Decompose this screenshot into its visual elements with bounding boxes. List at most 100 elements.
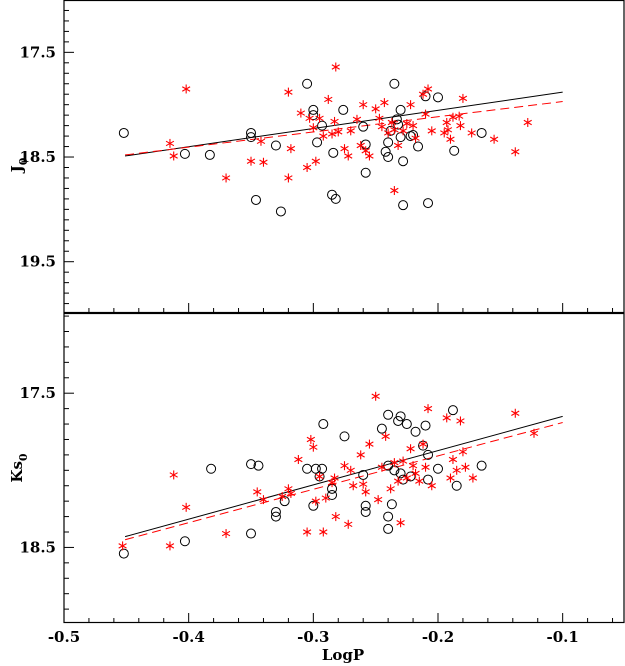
data-point-circle <box>246 459 256 470</box>
data-point-asterisk <box>402 473 412 483</box>
data-point-asterisk <box>118 541 127 551</box>
data-point-asterisk <box>398 126 408 136</box>
data-point-circle <box>308 500 319 511</box>
data-point-asterisk <box>421 462 430 472</box>
data-point-circle <box>393 415 404 426</box>
x-tick-label: -0.5 <box>48 628 80 646</box>
y-tick-label: 17.5 <box>19 43 56 61</box>
data-point-circle <box>206 463 217 474</box>
data-point-circle <box>308 110 319 121</box>
data-point-asterisk <box>181 84 191 94</box>
data-point-asterisk <box>356 450 365 460</box>
data-point-asterisk <box>427 481 436 491</box>
data-point-circle <box>339 431 350 442</box>
data-point-asterisk <box>305 113 314 123</box>
data-point-circle <box>433 92 443 103</box>
data-point-circle <box>383 409 394 420</box>
data-point-asterisk <box>346 126 355 136</box>
data-point-asterisk <box>324 94 333 104</box>
data-point-circle <box>204 149 215 160</box>
data-point-asterisk <box>344 519 353 529</box>
data-point-circle <box>383 152 394 163</box>
data-point-asterisk <box>361 487 370 497</box>
data-point-circle <box>270 140 281 151</box>
data-point-circle <box>275 206 286 217</box>
ks-axis-label-subscript: 0 <box>17 453 30 461</box>
y-tick-label: 19.5 <box>19 253 56 271</box>
data-point-circle <box>246 132 256 143</box>
data-point-asterisk <box>523 117 532 127</box>
data-point-circle <box>398 156 409 167</box>
data-point-circle <box>328 147 339 158</box>
data-point-asterisk <box>390 458 399 468</box>
data-point-asterisk <box>309 442 318 452</box>
data-point-circle <box>250 194 261 205</box>
data-point-asterisk <box>467 128 476 138</box>
data-point-asterisk <box>402 119 412 129</box>
x-tick-label: -0.3 <box>297 628 329 646</box>
data-point-asterisk <box>421 109 430 119</box>
ks-axis-label: Ks0 <box>8 453 30 482</box>
x-axis-label: LogP <box>322 646 364 664</box>
data-point-asterisk <box>377 462 387 472</box>
data-point-circle <box>420 91 431 102</box>
data-point-circle <box>118 127 129 138</box>
data-point-asterisk <box>253 487 262 497</box>
data-point-asterisk <box>443 125 453 135</box>
data-point-circle <box>317 463 328 474</box>
data-point-circle <box>433 463 443 474</box>
data-point-asterisk <box>442 117 451 127</box>
j-band-panel: 17.5 18.5 19.5 <box>19 0 625 314</box>
data-point-asterisk <box>448 455 458 465</box>
data-point-asterisk <box>365 151 374 161</box>
data-point-asterisk <box>377 122 387 132</box>
data-point-asterisk <box>446 134 455 144</box>
data-point-asterisk <box>373 495 383 505</box>
data-point-asterisk <box>418 439 428 449</box>
data-point-circle <box>383 523 394 534</box>
data-point-asterisk <box>277 492 287 502</box>
data-point-asterisk <box>393 141 403 151</box>
data-point-asterisk <box>359 479 368 489</box>
data-point-asterisk <box>340 144 349 154</box>
data-point-circle <box>380 146 391 157</box>
data-point-asterisk <box>311 156 321 166</box>
data-point-asterisk <box>461 462 470 472</box>
data-point-asterisk <box>529 428 539 438</box>
data-point-circle <box>246 528 256 539</box>
data-point-circle <box>420 420 431 431</box>
data-point-asterisk <box>440 128 449 138</box>
data-point-circle <box>389 78 400 89</box>
data-point-asterisk <box>315 113 324 123</box>
data-point-asterisk <box>302 527 312 537</box>
data-point-circle <box>279 496 290 507</box>
data-point-circle <box>476 127 487 138</box>
data-point-circle <box>447 405 458 416</box>
plot-frame <box>63 0 625 314</box>
data-point-circle <box>476 460 487 471</box>
data-point-circle <box>451 480 462 491</box>
data-point-asterisk <box>371 391 380 401</box>
data-point-asterisk <box>455 111 464 121</box>
data-point-asterisk <box>169 470 178 480</box>
data-point-asterisk <box>359 100 368 110</box>
data-point-asterisk <box>468 473 478 483</box>
data-point-asterisk <box>458 447 468 457</box>
data-point-asterisk <box>294 455 303 465</box>
fit-line-solid <box>125 91 563 157</box>
data-point-asterisk <box>386 484 395 494</box>
data-point-asterisk <box>169 151 178 161</box>
data-point-circle <box>386 499 397 510</box>
data-point-circle <box>395 411 406 422</box>
data-point-circle <box>393 119 404 130</box>
data-point-asterisk <box>375 113 384 123</box>
data-point-circle <box>398 200 409 211</box>
data-point-circle <box>308 104 319 115</box>
plot-frame <box>63 312 625 624</box>
data-point-circle <box>360 500 371 511</box>
data-point-circle <box>270 511 281 522</box>
fit-line-dashed <box>125 101 563 156</box>
data-point-asterisk <box>334 127 343 137</box>
data-point-asterisk <box>302 162 312 172</box>
